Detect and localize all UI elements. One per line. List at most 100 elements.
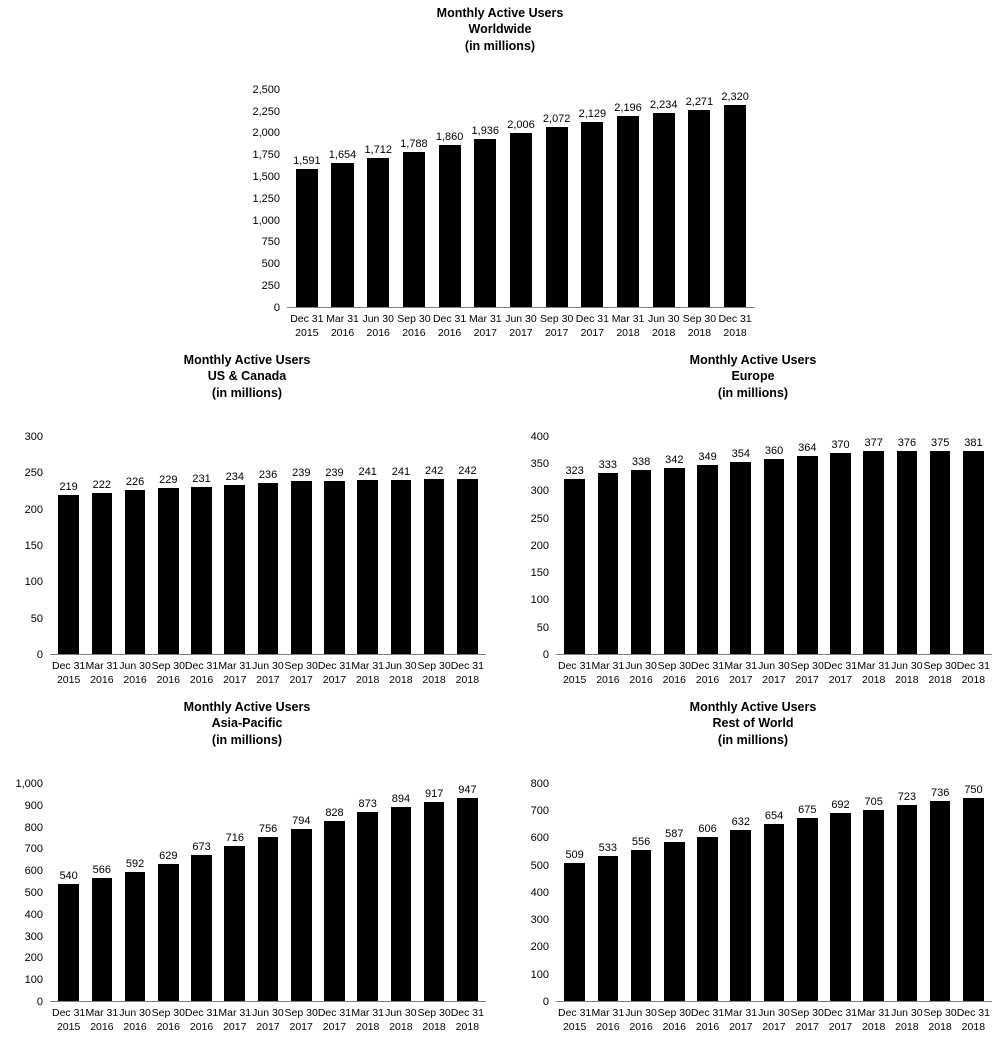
bar-value-label: 333 bbox=[598, 459, 618, 472]
chart-worldwide: Monthly Active Users Worldwide (in million… bbox=[245, 5, 755, 340]
plot-area: 219 222 226 229 231 234 236 239 239 241 241 242 242 bbox=[50, 437, 486, 655]
row-bottom: Monthly Active Users Asia-Pacific (in mill… bbox=[0, 699, 1000, 1034]
x-axis-tick-line: Dec 31 bbox=[184, 1006, 219, 1019]
x-axis-tick-line: 2016 bbox=[189, 1021, 214, 1034]
bar-slot: 323 bbox=[558, 437, 591, 654]
bar bbox=[324, 821, 345, 1001]
x-axis-tick-line: 2016 bbox=[437, 326, 462, 339]
chart-title: Monthly Active Users Asia-Pacific (in mill… bbox=[8, 699, 486, 748]
bar bbox=[58, 495, 79, 654]
bar-slot: 673 bbox=[185, 784, 218, 1001]
x-axis-tick-line: 2017 bbox=[828, 674, 853, 687]
bar bbox=[324, 480, 345, 654]
bar-slot: 333 bbox=[591, 437, 624, 654]
x-axis-tick-label: Sep 30 2017 bbox=[539, 312, 575, 340]
bar-slot: 1,712 bbox=[360, 90, 396, 307]
y-axis-tick-label: 500 bbox=[24, 886, 43, 899]
x-axis-tick-label: Sep 30 2018 bbox=[682, 312, 718, 340]
y-axis-tick-label: 2,500 bbox=[252, 83, 280, 96]
bar-value-label: 349 bbox=[698, 450, 717, 463]
x-axis-tick-label: Sep 30 2016 bbox=[152, 1006, 185, 1034]
x-axis-tick-line: Sep 30 bbox=[540, 312, 574, 325]
bar-slot: 587 bbox=[658, 784, 691, 1001]
y-axis-tick-label: 500 bbox=[261, 258, 280, 271]
bar-slot: 242 bbox=[418, 437, 451, 654]
y-axis-tick-label: 0 bbox=[273, 301, 280, 314]
bar-value-label: 606 bbox=[698, 822, 717, 835]
bar bbox=[91, 493, 113, 654]
x-axis-tick-line: Dec 31 bbox=[450, 1006, 484, 1019]
bar-slot: 692 bbox=[824, 784, 857, 1001]
bar bbox=[158, 864, 179, 1001]
y-axis-tick-label: 250 bbox=[261, 279, 280, 292]
x-axis-tick-line: Dec 31 bbox=[432, 312, 467, 325]
y-axis-tick-label: 700 bbox=[530, 805, 549, 818]
bar-value-label: 239 bbox=[292, 466, 311, 479]
x-axis-tick-line: Jun 30 bbox=[252, 1006, 284, 1019]
bar-slot: 222 bbox=[85, 437, 118, 654]
x-axis-tick-label: Mar 31 2018 bbox=[857, 1006, 890, 1034]
x-axis-tick-line: Mar 31 bbox=[591, 1006, 625, 1019]
x-axis-tick-label: Jun 30 2018 bbox=[646, 312, 682, 340]
row-worldwide: Monthly Active Users Worldwide (in million… bbox=[0, 5, 1000, 340]
y-axis-tick-label: 50 bbox=[536, 621, 549, 634]
bar-value-label: 675 bbox=[798, 803, 817, 816]
bar bbox=[290, 480, 312, 654]
chart-body: 800 700 600 500 400 300 200 100 0 509 533 556 587 60… bbox=[514, 778, 992, 1008]
bar-slot: 239 bbox=[285, 437, 318, 654]
x-axis-tick-line: Mar 31 bbox=[611, 312, 645, 325]
y-axis-tick-label: 750 bbox=[261, 236, 280, 249]
bar bbox=[630, 470, 652, 654]
y-axis-tick-label: 150 bbox=[24, 539, 43, 552]
bar-value-label: 239 bbox=[325, 466, 344, 479]
bar-value-label: 509 bbox=[565, 848, 584, 861]
x-axis-tick-line: Sep 30 bbox=[682, 312, 717, 325]
bar-value-label: 231 bbox=[192, 472, 211, 485]
chart-body: 1,000 900 800 700 600 500 400 300 200 100 0 540 566… bbox=[8, 778, 486, 1008]
x-axis-tick-label: Jun 30 2016 bbox=[118, 659, 151, 687]
bar-slot: 675 bbox=[791, 784, 824, 1001]
bar bbox=[224, 845, 246, 1001]
y-axis-tick-label: 200 bbox=[530, 539, 549, 552]
bar-value-label: 587 bbox=[665, 827, 684, 840]
y-axis-tick-label: 800 bbox=[530, 777, 549, 790]
x-axis-labels: Dec 31 2015 Mar 31 2016 Jun 30 2016 Sep 30 2016… bbox=[50, 1006, 486, 1034]
x-axis-tick-line: Mar 31 bbox=[591, 659, 625, 672]
x-axis-labels: Dec 31 2015 Mar 31 2016 Jun 30 2016 Sep 30 2016… bbox=[556, 659, 992, 687]
chart-body: 300 250 200 150 100 50 0 219 222 226 229 231 234 236… bbox=[8, 431, 486, 661]
bar bbox=[257, 836, 279, 1001]
x-axis-tick-line: 2016 bbox=[662, 674, 686, 687]
bar-value-label: 794 bbox=[292, 814, 311, 827]
bar-slot: 828 bbox=[318, 784, 351, 1001]
bar-value-label: 2,320 bbox=[721, 91, 749, 104]
y-axis-tick-label: 200 bbox=[530, 941, 549, 954]
x-axis: Dec 31 2015 Mar 31 2016 Jun 30 2016 Sep 30 2016… bbox=[514, 1006, 992, 1034]
bar-value-label: 342 bbox=[665, 454, 684, 467]
bar-value-label: 364 bbox=[798, 442, 817, 455]
bar bbox=[457, 797, 478, 1001]
bar-value-label: 236 bbox=[258, 469, 278, 482]
bar bbox=[830, 453, 851, 654]
x-axis-tick-line: 2017 bbox=[289, 674, 313, 687]
x-axis-tick-line: 2017 bbox=[256, 674, 280, 687]
x-axis-tick-line: 2015 bbox=[56, 1021, 81, 1034]
x-axis-tick-line: 2017 bbox=[256, 1021, 280, 1034]
x-axis-tick-label: Dec 31 2016 bbox=[691, 1006, 724, 1034]
bar-value-label: 705 bbox=[864, 795, 883, 808]
x-axis-tick-line: Sep 30 bbox=[790, 1006, 824, 1019]
x-axis-tick-line: Jun 30 bbox=[385, 659, 417, 672]
bar-value-label: 654 bbox=[764, 809, 784, 822]
bar-value-label: 723 bbox=[897, 790, 917, 803]
x-axis-tick-line: 2016 bbox=[123, 674, 147, 687]
x-axis-tick-line: Dec 31 bbox=[52, 659, 86, 672]
x-axis-tick-label: Jun 30 2016 bbox=[624, 659, 657, 687]
bar bbox=[124, 872, 146, 1001]
y-axis: 1,000 900 800 700 600 500 400 300 200 100 0 bbox=[8, 778, 50, 1008]
x-axis-tick-label: Dec 31 2015 bbox=[52, 1006, 85, 1034]
y-axis-tick-label: 700 bbox=[24, 843, 43, 856]
chart-title-line: (in millions) bbox=[211, 385, 283, 400]
x-axis-tick-line: Dec 31 bbox=[184, 659, 219, 672]
x-axis-tick-line: 2018 bbox=[652, 326, 676, 339]
x-axis-tick-line: 2016 bbox=[330, 326, 355, 339]
